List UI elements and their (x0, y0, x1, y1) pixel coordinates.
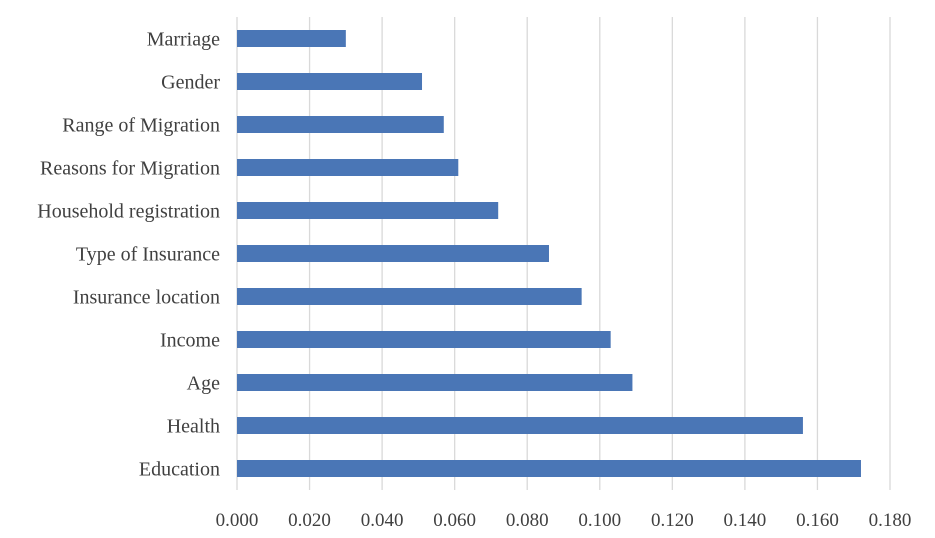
bar (237, 288, 582, 305)
x-tick-label: 0.100 (578, 510, 621, 531)
category-label: Insurance location (73, 287, 220, 309)
bar (237, 331, 611, 348)
x-tick-label: 0.080 (506, 510, 549, 531)
category-label: Household registration (37, 201, 220, 223)
x-tick-label: 0.140 (724, 510, 767, 531)
x-tick-label: 0.120 (651, 510, 694, 531)
bar (237, 460, 861, 477)
x-tick-label: 0.180 (869, 510, 912, 531)
category-label: Age (187, 373, 220, 395)
bar (237, 202, 499, 219)
bar (237, 417, 803, 434)
x-tick-labels: 0.000 0.020 0.040 0.060 0.080 0.100 0.120 0.140… (216, 510, 912, 531)
bar (237, 116, 444, 133)
bar (237, 159, 459, 176)
x-tick-label: 0.000 (216, 510, 259, 531)
bars (237, 30, 861, 477)
category-label: Type of Insurance (76, 244, 220, 266)
bar (237, 30, 346, 47)
category-label: Education (139, 459, 220, 481)
bar (237, 245, 549, 262)
bar (237, 73, 423, 90)
x-tick-label: 0.160 (796, 510, 839, 531)
category-label: Reasons for Migration (40, 158, 220, 180)
category-label: Marriage (147, 29, 220, 51)
x-tick-label: 0.060 (433, 510, 476, 531)
category-label: Gender (161, 72, 220, 94)
x-tick-label: 0.020 (288, 510, 331, 531)
category-label: Range of Migration (62, 115, 220, 137)
category-labels: Marriage Gender Range of Migration Reasons … (37, 29, 220, 481)
category-label: Income (160, 330, 220, 352)
category-label: Health (167, 416, 220, 438)
x-tick-label: 0.040 (361, 510, 404, 531)
bar (237, 374, 633, 391)
